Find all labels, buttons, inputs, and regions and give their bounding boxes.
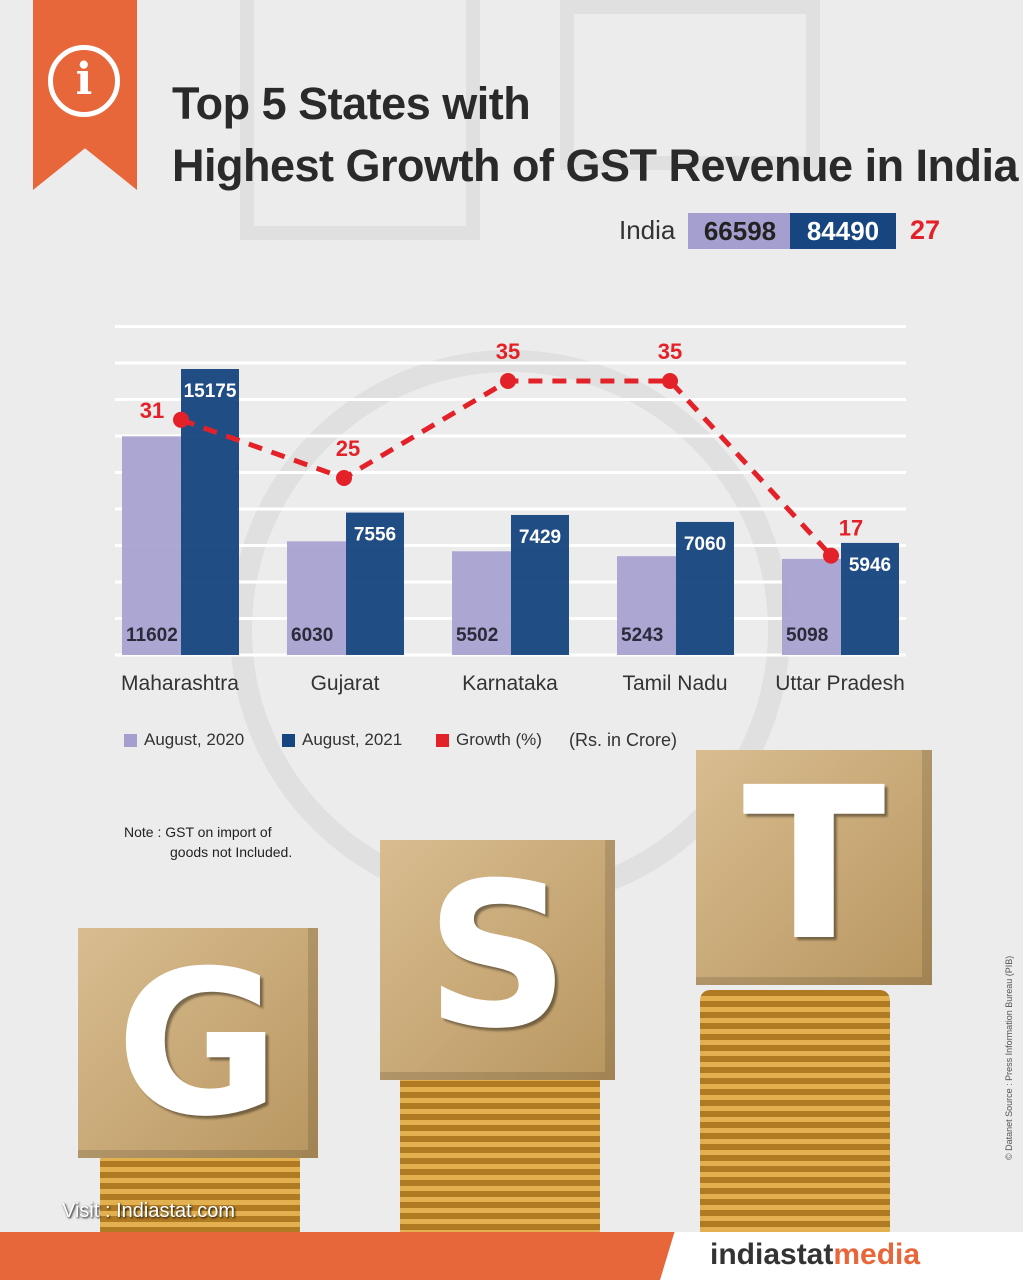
note-line: Note : GST on import of xyxy=(124,824,272,840)
legend-aug2020: August, 2020 xyxy=(124,730,244,750)
growth-point xyxy=(662,373,678,389)
unit-label: (Rs. in Crore) xyxy=(569,730,678,750)
label-aug2021: 5946 xyxy=(849,555,891,576)
bar-aug2020 xyxy=(122,436,181,655)
growth-label: 35 xyxy=(658,339,682,364)
growth-point xyxy=(173,411,189,428)
label-aug2020: 5502 xyxy=(456,625,498,646)
growth-point xyxy=(500,373,516,389)
block-t: T xyxy=(696,742,932,987)
source-text: © Datanet Source : Press Information Bur… xyxy=(1004,955,1014,1160)
legend-label: Growth (%) xyxy=(456,730,542,749)
india-aug2021: 84490 xyxy=(790,213,896,249)
info-icon: i xyxy=(48,45,120,117)
india-aug2020: 66598 xyxy=(688,213,792,249)
brand-logo: indiastatmedia xyxy=(660,1232,1023,1280)
page-title: Top 5 States with xyxy=(172,78,531,129)
legend-swatch xyxy=(436,733,449,747)
label-aug2020: 5243 xyxy=(621,625,663,646)
bar-aug2021 xyxy=(346,512,404,655)
india-label: India xyxy=(619,215,676,245)
x-tick-label: Karnataka xyxy=(462,672,558,695)
bar-aug2020 xyxy=(452,551,511,655)
x-tick-label: Gujarat xyxy=(311,672,380,695)
bar-aug2021 xyxy=(181,369,239,655)
legend-label: August, 2020 xyxy=(144,730,245,749)
growth-point xyxy=(823,547,839,564)
bar-aug2021 xyxy=(511,514,569,655)
bar-aug2020 xyxy=(782,558,841,655)
bar-aug2021 xyxy=(841,542,899,655)
growth-label: 25 xyxy=(336,436,360,461)
growth-point xyxy=(336,470,352,486)
label-aug2021: 7429 xyxy=(519,527,561,548)
bar-aug2020 xyxy=(287,541,346,655)
visit-link[interactable]: Visit : Indiastat.com xyxy=(62,1200,236,1222)
x-tick-label: Uttar Pradesh xyxy=(775,672,905,695)
label-aug2020: 5098 xyxy=(786,625,828,646)
label-aug2021: 7556 xyxy=(354,525,396,546)
legend-swatch xyxy=(124,733,137,747)
growth-label: 35 xyxy=(496,339,520,364)
growth-label: 17 xyxy=(839,516,863,541)
india-growth: 27 xyxy=(910,215,941,245)
note: Note : GST on import of goods not Include… xyxy=(124,822,292,862)
background-decoration xyxy=(240,0,480,240)
legend-swatch xyxy=(282,733,295,747)
gst-chart: 11602 15175 Maharashtra 6030 7556 Gujarat 5502… xyxy=(115,325,906,695)
coin-stack xyxy=(700,990,890,1240)
coin-stack xyxy=(400,1070,600,1240)
legend-label: August, 2021 xyxy=(302,730,403,749)
block-s: S xyxy=(380,840,615,1080)
background-decoration xyxy=(560,0,820,170)
page-title-line2: Highest Growth of GST Revenue in India xyxy=(172,140,1019,191)
bar-aug2020 xyxy=(617,556,676,655)
label-aug2020: 6030 xyxy=(291,625,333,646)
legend-aug2021: August, 2021 xyxy=(282,730,402,750)
label-aug2021: 15175 xyxy=(184,381,237,402)
x-tick-label: Tamil Nadu xyxy=(622,672,727,695)
x-tick-label: Maharashtra xyxy=(121,672,239,695)
label-aug2020: 11602 xyxy=(126,625,178,646)
note-line: goods not Included. xyxy=(170,844,293,860)
coin-stack xyxy=(100,1150,300,1240)
label-aug2021: 7060 xyxy=(684,534,726,555)
block-g: G xyxy=(78,928,318,1161)
bar-aug2021 xyxy=(676,521,734,655)
legend-growth: Growth (%) xyxy=(436,730,542,750)
growth-label: 31 xyxy=(140,398,164,423)
